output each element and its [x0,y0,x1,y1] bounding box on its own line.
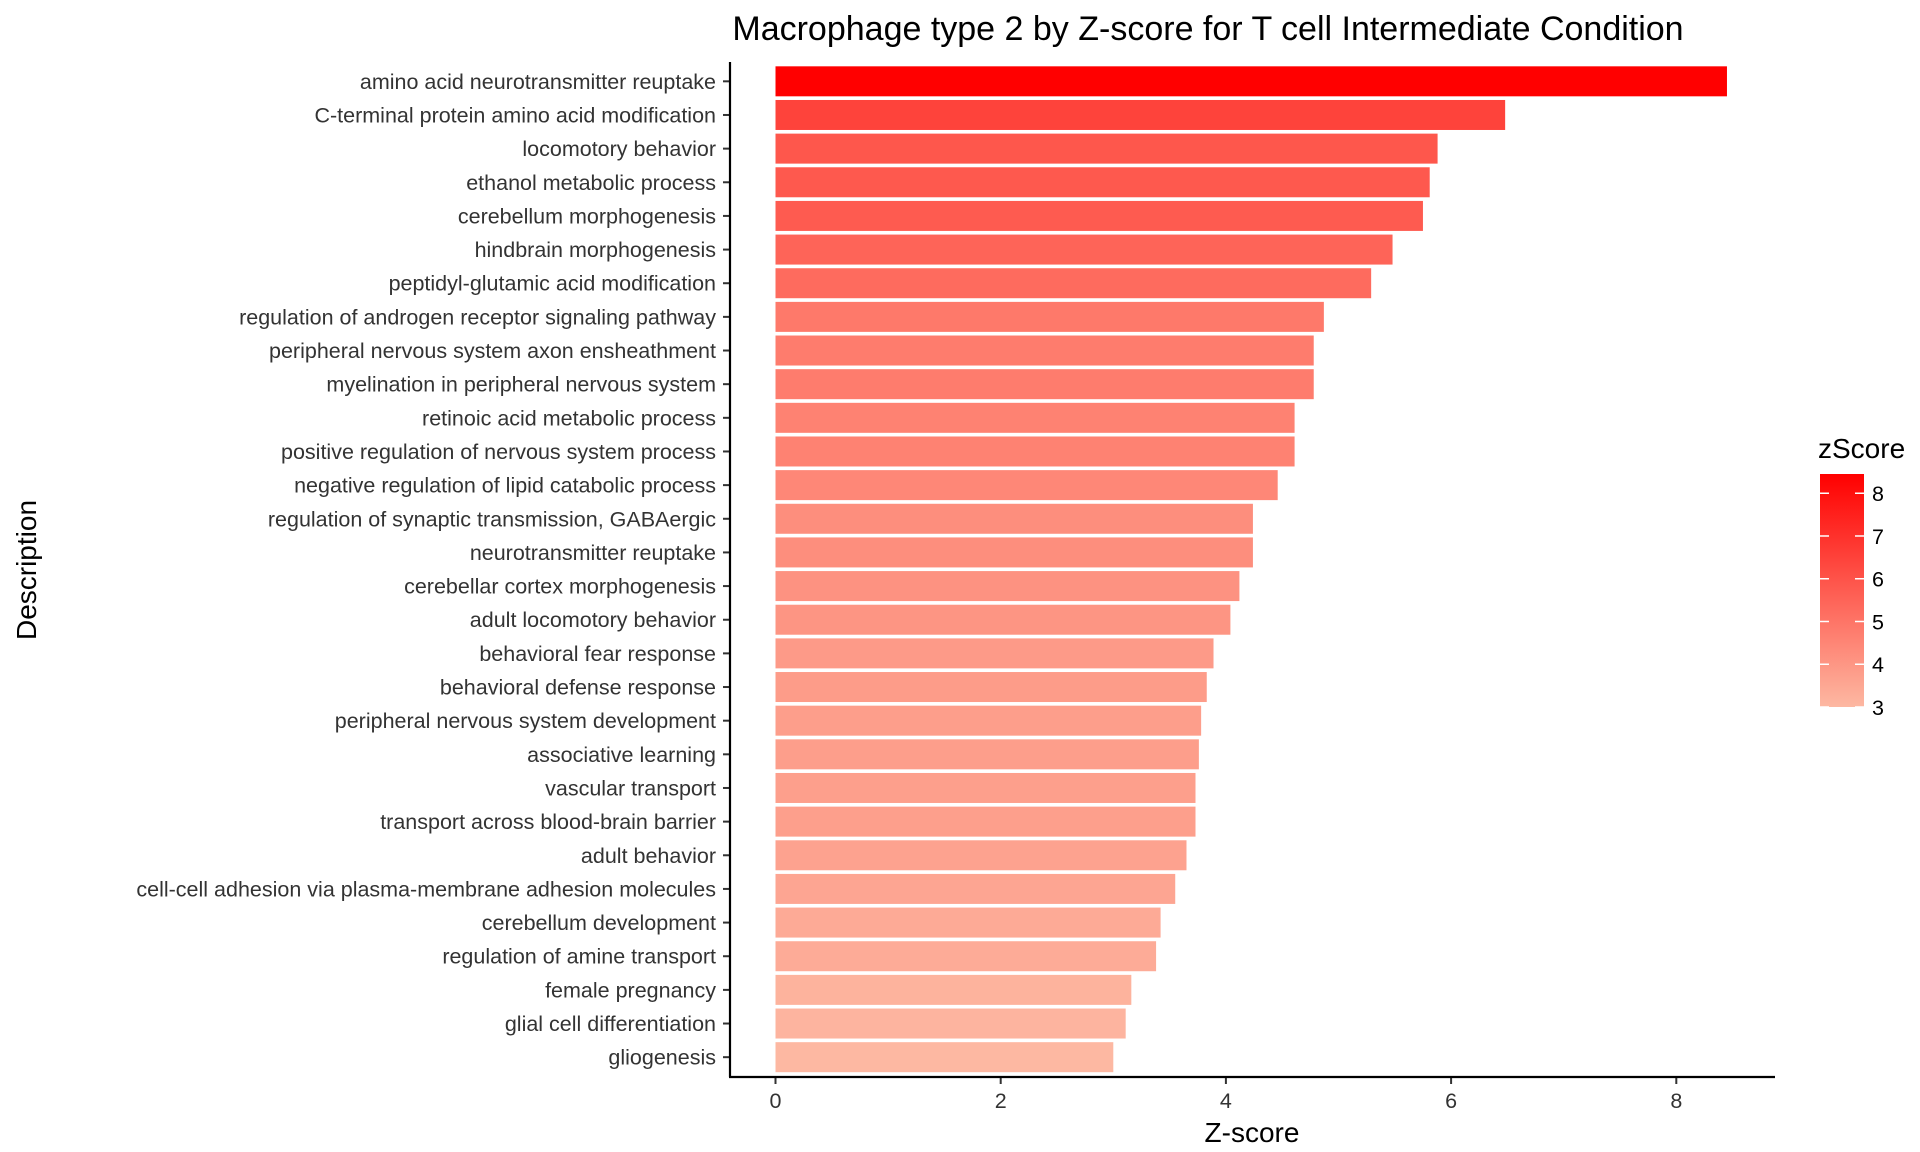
legend-tick-label: 7 [1872,525,1884,549]
category-label: regulation of amine transport [442,945,716,969]
category-label: peripheral nervous system development [335,709,716,733]
category-label: associative learning [527,743,716,767]
category-label: negative regulation of lipid catabolic p… [294,474,716,498]
category-label: vascular transport [545,776,716,800]
bar [775,369,1314,400]
category-label: behavioral fear response [479,642,716,666]
category-label: gliogenesis [608,1046,716,1070]
category-label: retinoic acid metabolic process [422,406,716,430]
x-tick-label: 6 [1445,1089,1457,1113]
category-label: cerebellar cortex morphogenesis [404,575,716,599]
category-label: regulation of synaptic transmission, GAB… [268,507,716,531]
bar [775,268,1372,299]
category-label: amino acid neurotransmitter reuptake [360,70,716,94]
category-label: adult locomotory behavior [470,608,716,632]
y-axis-title: Description [11,500,42,640]
category-label: transport across blood-brain barrier [380,810,716,834]
category-label: peripheral nervous system axon ensheathm… [269,339,716,363]
category-label: cerebellum development [482,911,716,935]
x-tick-label: 4 [1220,1089,1232,1113]
bar [775,907,1161,938]
legend-tick-label: 4 [1872,653,1884,677]
category-label: adult behavior [581,844,716,868]
bar [775,503,1253,534]
bar [775,301,1324,332]
bar [775,167,1430,198]
bar [775,1042,1114,1073]
bar [775,335,1314,366]
bar [775,200,1423,231]
bar [775,672,1207,703]
category-label: regulation of androgen receptor signalin… [239,305,716,329]
bar [775,873,1176,904]
legend-tick-label: 3 [1872,696,1884,720]
bars-group [775,66,1727,1073]
category-label: ethanol metabolic process [466,171,716,195]
bar [775,705,1202,736]
bar [775,99,1506,130]
legend-colorbar [1820,474,1864,707]
legend-ticks: 3 4 5 6 7 8 [1820,482,1884,720]
bar [775,638,1214,669]
category-label: neurotransmitter reuptake [470,541,716,565]
bar [775,806,1196,837]
legend-tick-label: 8 [1872,482,1884,506]
category-label: behavioral defense response [440,676,716,700]
bar [775,1008,1126,1039]
bar [775,739,1199,770]
x-tick-label: 0 [770,1089,782,1113]
category-labels: amino acid neurotransmitter reuptake C-te… [136,70,716,1070]
bar [775,571,1240,602]
category-label: cell-cell adhesion via plasma-membrane a… [136,877,716,901]
bar [775,436,1295,467]
category-label: hindbrain morphogenesis [475,238,716,262]
bar [775,470,1278,501]
bar [775,234,1393,265]
bar [775,941,1157,972]
bar [775,604,1231,635]
x-axis-title: Z-score [1205,1117,1300,1148]
x-axis-ticks: 0 2 4 6 8 [770,1077,1682,1113]
colorbar-legend: zScore 3 4 5 6 7 8 [1818,433,1905,720]
chart-title: Macrophage type 2 by Z-score for T cell … [732,10,1683,48]
y-axis-ticks [723,80,730,1059]
legend-tick-label: 6 [1872,568,1884,592]
category-label: positive regulation of nervous system pr… [281,440,716,464]
bar [775,772,1196,803]
bar [775,537,1253,568]
category-label: C-terminal protein amino acid modificati… [314,103,716,127]
legend-tick-label: 5 [1872,610,1884,634]
category-label: locomotory behavior [522,137,716,161]
bar [775,974,1132,1005]
bar [775,840,1187,871]
category-label: cerebellum morphogenesis [458,204,716,228]
legend-title: zScore [1818,433,1905,464]
bar [775,402,1295,433]
x-tick-label: 8 [1670,1089,1682,1113]
category-label: female pregnancy [545,978,716,1002]
category-label: peptidyl-glutamic acid modification [389,272,716,296]
bar [775,66,1727,97]
x-tick-label: 2 [995,1089,1007,1113]
category-label: myelination in peripheral nervous system [326,373,716,397]
category-label: glial cell differentiation [505,1012,716,1036]
bar [775,133,1438,164]
